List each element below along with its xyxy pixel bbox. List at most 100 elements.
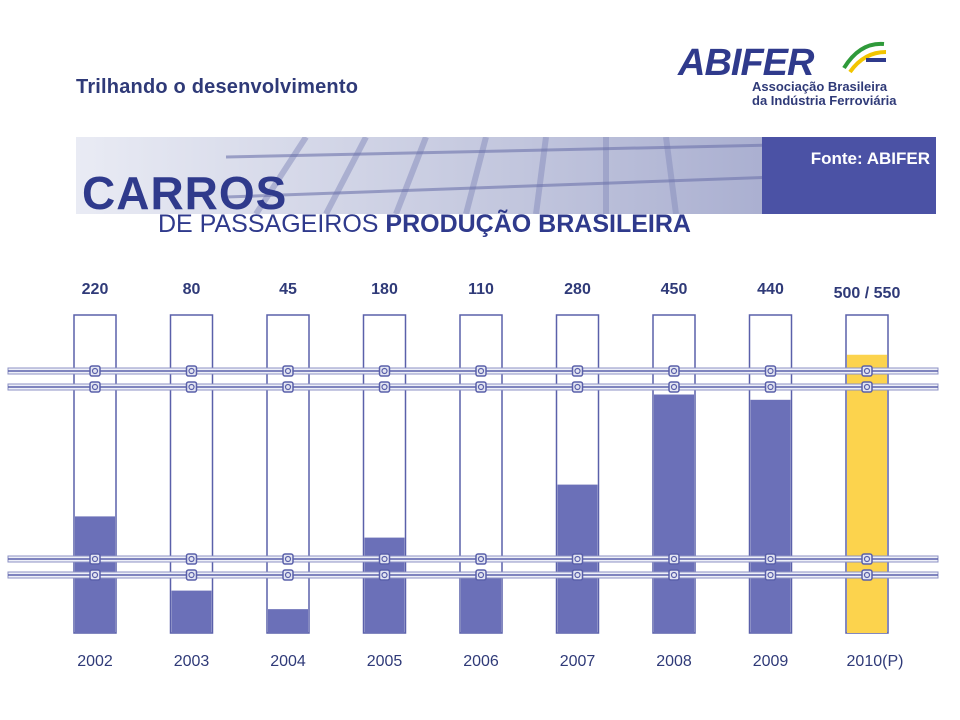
bolt-icon	[378, 569, 391, 581]
bolt-icon	[89, 381, 101, 393]
bar-2004	[268, 609, 308, 633]
category-label: 2005	[367, 653, 403, 670]
source-box: Fonte: ABIFER	[762, 137, 936, 214]
bolt-icon	[764, 553, 777, 565]
bolt-ring-icon	[574, 555, 581, 563]
bolt-ring-icon	[670, 383, 678, 391]
bolt-ring-icon	[863, 367, 871, 375]
bolt-icon	[668, 365, 680, 377]
bolt-ring-icon	[381, 367, 388, 375]
bolt-icon	[89, 569, 101, 581]
bar-outline	[266, 314, 310, 634]
bolt-icon	[185, 365, 198, 377]
category-label: 2002	[77, 653, 113, 670]
bolt-ring-icon	[477, 383, 485, 391]
bolt-ring-icon	[767, 555, 774, 563]
bar-2010(P)	[847, 354, 887, 633]
bar-outline	[169, 314, 214, 634]
category-label: 2008	[656, 653, 692, 670]
bolt-icon	[475, 553, 487, 565]
logo-wordmark: ABIFER	[678, 42, 814, 84]
category-label: 2010(P)	[847, 653, 904, 670]
rail-logo-icon	[842, 41, 887, 74]
bolt-icon	[185, 381, 198, 393]
bolt-ring-icon	[574, 383, 581, 391]
bolt-ring-icon	[767, 367, 774, 375]
value-label: 220	[82, 281, 109, 298]
bolt-icon	[378, 381, 391, 393]
logo-line-2: da Indústria Ferroviária	[752, 93, 897, 108]
category-label: 2007	[560, 653, 596, 670]
header-banner: Fonte: ABIFER	[76, 137, 936, 214]
bolt-ring-icon	[477, 555, 485, 563]
bolt-icon	[282, 381, 294, 393]
bolt-icon	[861, 569, 873, 581]
bolt-ring-icon	[863, 383, 871, 391]
bolt-icon	[378, 553, 391, 565]
chart-subtitle: DE PASSAGEIROS PRODUÇÃO BRASILEIRA	[158, 210, 691, 239]
subtitle-bold: PRODUÇÃO BRASILEIRA	[385, 210, 691, 238]
bolt-ring-icon	[188, 555, 195, 563]
bolt-ring-icon	[188, 383, 195, 391]
bolt-ring-icon	[284, 367, 292, 375]
bolt-ring-icon	[670, 571, 678, 579]
category-label: 2009	[753, 653, 789, 670]
bolt-icon	[282, 569, 294, 581]
value-label: 280	[564, 281, 591, 298]
subtitle-normal: DE PASSAGEIROS	[158, 210, 386, 238]
bolt-icon	[475, 365, 487, 377]
bolt-icon	[668, 381, 680, 393]
bar-2003	[171, 590, 212, 633]
bolt-ring-icon	[188, 367, 195, 375]
tagline: Trilhando o desenvolvimento	[76, 76, 359, 98]
bolt-ring-icon	[91, 367, 99, 375]
bolt-icon	[668, 569, 680, 581]
bolt-icon	[764, 365, 777, 377]
bolt-icon	[571, 553, 584, 565]
bar-2008	[654, 394, 694, 633]
value-label: 500 / 550	[834, 285, 901, 302]
production-bar-chart: 220 80 45 180 110 280 450 440 500 / 550 2002 2003 2…	[7, 281, 939, 670]
bolt-ring-icon	[188, 571, 195, 579]
bolt-ring-icon	[284, 555, 292, 563]
logo-subtitle: Associação Brasileira da Indústria Ferro…	[752, 80, 897, 108]
bolt-icon	[764, 381, 777, 393]
bolt-ring-icon	[767, 571, 774, 579]
bolt-icon	[378, 365, 391, 377]
bolt-icon	[282, 365, 294, 377]
value-label: 80	[183, 281, 201, 298]
bolt-ring-icon	[670, 555, 678, 563]
logo-line-1: Associação Brasileira	[752, 79, 888, 94]
bolt-icon	[475, 569, 487, 581]
bolt-ring-icon	[574, 367, 581, 375]
bolt-icon	[475, 381, 487, 393]
bolt-ring-icon	[381, 555, 388, 563]
bolt-icon	[571, 381, 584, 393]
value-label: 110	[468, 281, 494, 298]
source-label: Fonte: ABIFER	[810, 149, 930, 168]
bolt-icon	[89, 365, 101, 377]
bolt-icon	[861, 381, 873, 393]
value-label: 450	[661, 281, 688, 298]
bolt-ring-icon	[381, 383, 388, 391]
bolt-ring-icon	[863, 571, 871, 579]
bolt-icon	[571, 569, 584, 581]
bolt-icon	[185, 569, 198, 581]
bolt-ring-icon	[670, 367, 678, 375]
bolt-icon	[89, 553, 101, 565]
chart-title: CARROS	[82, 167, 288, 219]
bolt-ring-icon	[381, 571, 388, 579]
bar-2009	[750, 399, 791, 633]
bolt-ring-icon	[477, 571, 485, 579]
category-label: 2006	[463, 653, 499, 670]
bolt-icon	[571, 365, 584, 377]
bolt-ring-icon	[91, 571, 99, 579]
bolt-ring-icon	[477, 367, 485, 375]
bolt-ring-icon	[284, 383, 292, 391]
abifer-logo: ABIFER Associação Brasileira da Indústri…	[678, 38, 908, 110]
category-label: 2003	[174, 653, 210, 670]
bolt-icon	[861, 365, 873, 377]
bolt-ring-icon	[767, 383, 774, 391]
category-label: 2004	[270, 653, 306, 670]
bolt-ring-icon	[91, 383, 99, 391]
